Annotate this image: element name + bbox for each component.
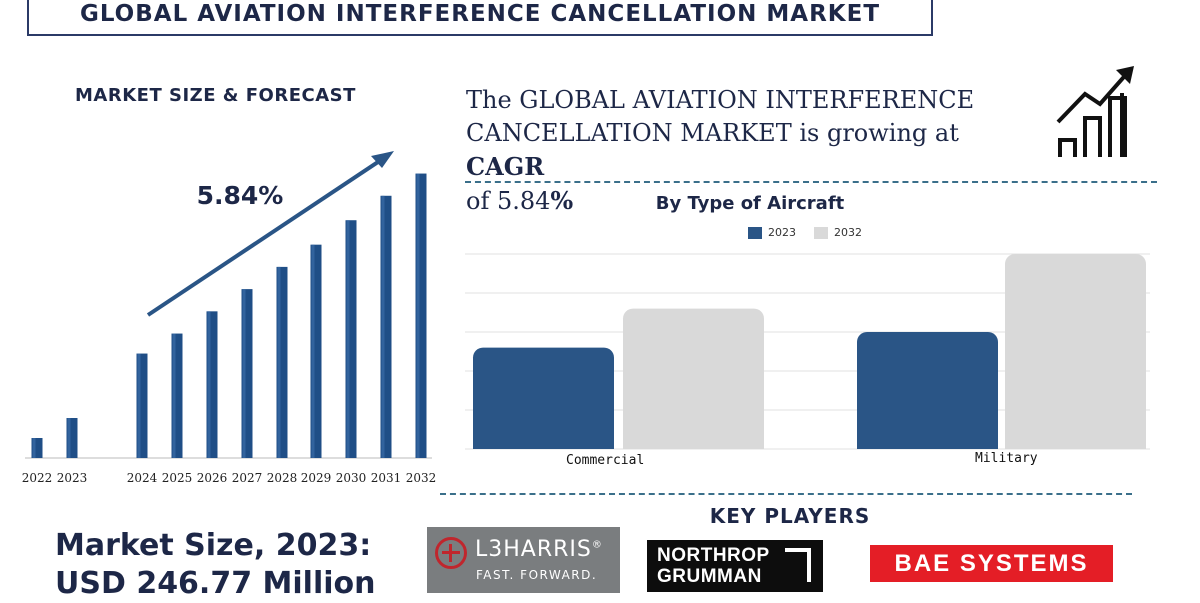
aircraft-bar-military-2023 bbox=[857, 332, 998, 449]
growth-chart-icon bbox=[1056, 66, 1134, 157]
forecast-bar-highlight-2030 bbox=[346, 220, 350, 458]
market-size-summary: Market Size, 2023: USD 246.77 Million bbox=[55, 527, 375, 603]
forecast-bar-2030 bbox=[345, 220, 357, 458]
northrop-emblem-icon bbox=[785, 548, 811, 582]
aircraft-bar-base-military-2023 bbox=[857, 437, 998, 449]
forecast-bar-2029 bbox=[310, 244, 322, 458]
title-banner: GLOBAL AVIATION INTERFERENCE CANCELLATIO… bbox=[27, 0, 933, 36]
forecast-bar-2027 bbox=[241, 289, 253, 458]
l3harris-logo: L3HARRIS® FAST. FORWARD. bbox=[427, 527, 620, 593]
market-size-line2: USD 246.77 Million bbox=[55, 566, 376, 601]
forecast-tick-2024: 2024 bbox=[127, 471, 158, 485]
legend-label-2023: 2023 bbox=[768, 226, 796, 239]
forecast-tick-2023: 2023 bbox=[57, 471, 88, 485]
key-players-heading: KEY PLAYERS bbox=[709, 504, 871, 528]
aircraft-bar-commercial-2032 bbox=[623, 308, 764, 449]
aircraft-bar-base-military-2032 bbox=[1005, 437, 1146, 449]
forecast-tick-2030: 2030 bbox=[336, 471, 367, 485]
bae-systems-logo: BAE SYSTEMS bbox=[870, 545, 1113, 582]
aircraft-chart bbox=[465, 253, 1150, 450]
legend-item-2032: 2032 bbox=[814, 226, 862, 239]
forecast-bar-highlight-2028 bbox=[277, 266, 281, 458]
aircraft-bar-base-commercial-2023 bbox=[473, 437, 614, 449]
cagr-statement: The GLOBAL AVIATION INTERFERENCE CANCELL… bbox=[466, 84, 1026, 218]
forecast-bar-2028 bbox=[276, 266, 288, 458]
forecast-bar-highlight-2026 bbox=[207, 311, 211, 458]
northrop-grumman-logo: NORTHROP GRUMMAN bbox=[647, 540, 823, 592]
forecast-bar-2026 bbox=[206, 311, 218, 458]
forecast-bar-2025 bbox=[171, 333, 183, 458]
legend-item-2023: 2023 bbox=[748, 226, 796, 239]
aircraft-legend: 2023 2032 bbox=[748, 226, 862, 239]
forecast-bar-highlight-2025 bbox=[172, 333, 176, 458]
forecast-tick-2027: 2027 bbox=[232, 471, 263, 485]
divider-top bbox=[465, 181, 1157, 183]
divider-bottom bbox=[440, 493, 1132, 495]
forecast-bar-2031 bbox=[380, 195, 392, 458]
forecast-bar-highlight-2027 bbox=[242, 289, 246, 458]
bae-name: BAE SYSTEMS bbox=[894, 550, 1089, 577]
aircraft-chart-title: By Type of Aircraft bbox=[655, 193, 845, 214]
cagr-word: CAGR bbox=[466, 152, 545, 181]
l3harris-name: L3HARRIS® bbox=[475, 537, 603, 562]
cagr-prefix: The GLOBAL AVIATION INTERFERENCE CANCELL… bbox=[466, 86, 975, 147]
growth-arrow bbox=[146, 151, 394, 317]
page-title: GLOBAL AVIATION INTERFERENCE CANCELLATIO… bbox=[79, 1, 881, 27]
l3harris-tagline: FAST. FORWARD. bbox=[476, 568, 598, 582]
legend-swatch-2023 bbox=[748, 226, 762, 239]
forecast-bar-2032 bbox=[415, 173, 427, 459]
forecast-tick-2026: 2026 bbox=[197, 471, 228, 485]
forecast-tick-2025: 2025 bbox=[162, 471, 193, 485]
category-label-military: Military bbox=[975, 451, 1038, 466]
cagr-annotation: 5.84% bbox=[197, 181, 284, 210]
forecast-tick-2022: 2022 bbox=[22, 471, 53, 485]
forecast-tick-2029: 2029 bbox=[301, 471, 332, 485]
forecast-tick-2028: 2028 bbox=[267, 471, 298, 485]
forecast-bar-highlight-2023 bbox=[67, 418, 71, 458]
forecast-bar-2024 bbox=[136, 353, 148, 458]
forecast-bar-highlight-2024 bbox=[137, 353, 141, 458]
forecast-bar-2023 bbox=[66, 418, 78, 458]
forecast-bar-highlight-2031 bbox=[381, 195, 385, 458]
forecast-tick-2031: 2031 bbox=[371, 471, 402, 485]
legend-label-2032: 2032 bbox=[834, 226, 862, 239]
forecast-heading: MARKET SIZE & FORECAST bbox=[75, 85, 356, 106]
l3harris-emblem-icon bbox=[435, 537, 467, 569]
cagr-of: of 5.84 bbox=[466, 187, 551, 215]
forecast-bar-highlight-2032 bbox=[416, 173, 420, 459]
cagr-percent: % bbox=[550, 186, 574, 215]
aircraft-bar-military-2032 bbox=[1005, 254, 1146, 449]
forecast-bar-highlight-2029 bbox=[311, 244, 315, 458]
market-size-line1: Market Size, 2023: bbox=[55, 528, 372, 563]
northrop-line1: NORTHROP bbox=[657, 545, 770, 566]
category-label-commercial: Commercial bbox=[566, 453, 645, 468]
northrop-line2: GRUMMAN bbox=[657, 566, 762, 587]
aircraft-bar-commercial-2023 bbox=[473, 347, 614, 449]
forecast-chart: 2022 2023 2024 2025 2026 2027 2028 2029 2030 2031… bbox=[22, 173, 437, 485]
forecast-tick-2032: 2032 bbox=[406, 471, 437, 485]
legend-swatch-2032 bbox=[814, 226, 828, 239]
forecast-bar-highlight-2022 bbox=[32, 438, 36, 458]
aircraft-bar-base-commercial-2032 bbox=[623, 437, 764, 449]
forecast-bar-2022 bbox=[31, 438, 43, 458]
